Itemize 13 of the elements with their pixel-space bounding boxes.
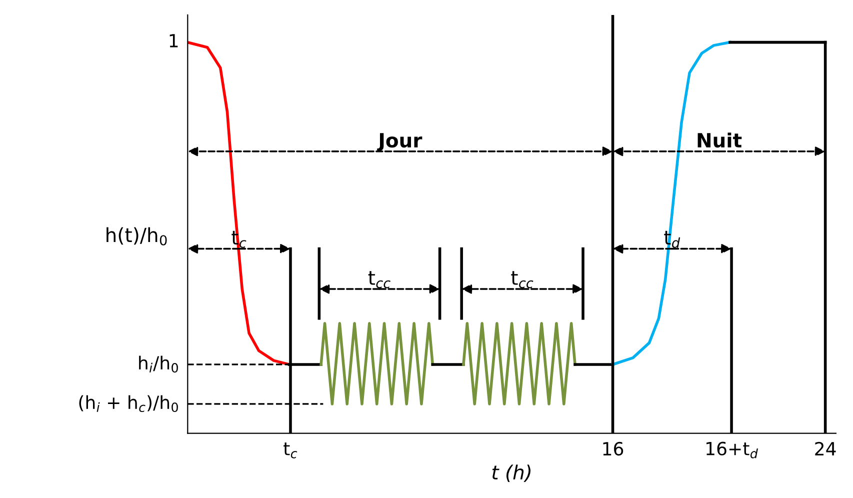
annotation: t$_{cc}$ xyxy=(368,271,390,288)
annotation: t$_{cc}$ xyxy=(511,271,534,288)
x-tick-label: t$_{c}$ xyxy=(284,442,298,458)
x-tick-label: 16+t$_{d}$ xyxy=(706,442,758,458)
x-axis-title: t (h) xyxy=(492,464,530,482)
annotation: (h$_{i}$ + h$_{c}$)/h$_{0}$ xyxy=(79,395,178,412)
x-tick-label: 24 xyxy=(815,442,836,456)
x-tick-label: 16 xyxy=(603,442,624,456)
annotation: Jour xyxy=(377,133,422,152)
y-axis-title: h(t)/h$_{0}$ xyxy=(106,227,167,246)
annotation: 1 xyxy=(170,34,178,48)
annotation: h$_{i}$/h$_{0}$ xyxy=(139,356,178,373)
annotation: Nuit xyxy=(698,132,742,148)
